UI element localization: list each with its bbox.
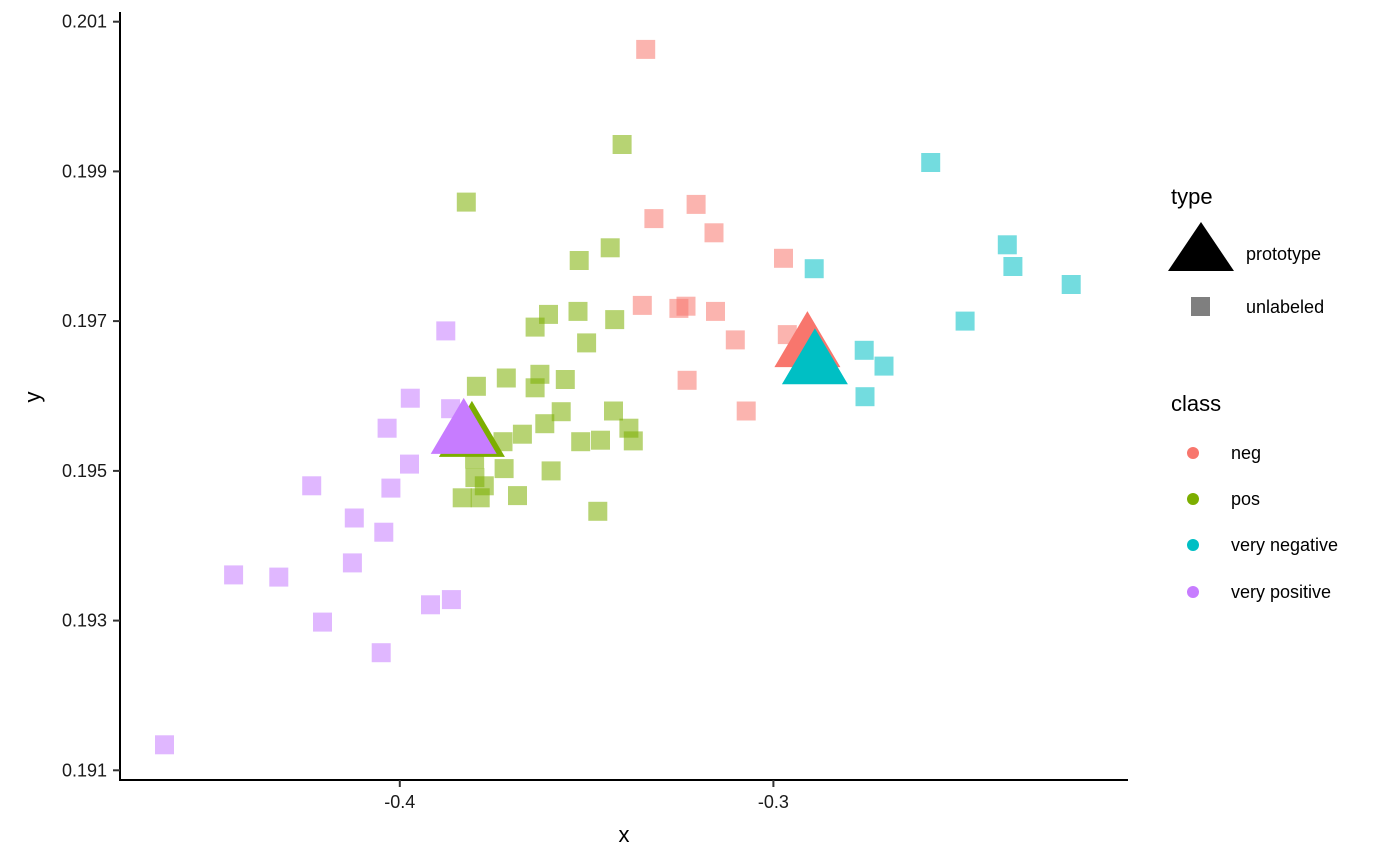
x-axis-title: x	[619, 822, 630, 847]
point-very-positive-unlabeled-0	[436, 321, 456, 341]
point-very-positive-unlabeled-9	[342, 553, 362, 573]
point-pos-unlabeled-13	[525, 378, 545, 398]
point-very-positive-unlabeled-12	[421, 595, 440, 615]
point-very-positive-unlabeled-16	[155, 735, 174, 755]
legend-class: class neg pos very negative very positiv…	[1171, 391, 1338, 602]
y-tick-label-3: 0.197	[62, 311, 107, 331]
point-pos-unlabeled-18	[512, 424, 532, 444]
point-pos-unlabeled-0	[612, 135, 632, 154]
point-pos-unlabeled-1	[456, 192, 476, 212]
legend-pos-label: pos	[1231, 489, 1260, 509]
point-very-positive-unlabeled-3	[377, 418, 397, 438]
point-neg-unlabeled-3	[704, 223, 724, 243]
point-pos-unlabeled-16	[535, 414, 555, 434]
point-pos-unlabeled-6	[605, 310, 625, 330]
point-neg-unlabeled-11	[677, 370, 697, 390]
point-very-negative-unlabeled-5	[955, 311, 975, 331]
point-pos-unlabeled-10	[496, 368, 516, 388]
legend-type-title: type	[1171, 184, 1213, 209]
point-neg-unlabeled-10	[725, 330, 745, 350]
axes-layer: -0.4 -0.3 0.191 0.193 0.195 0.197 0.199 0.201	[62, 12, 1128, 812]
legend-class-title: class	[1171, 391, 1221, 416]
point-pos-unlabeled-3	[569, 251, 589, 270]
legend-neg-dot-icon	[1187, 447, 1199, 459]
point-very-negative-unlabeled-1	[997, 235, 1017, 255]
y-tick-label-0: 0.191	[62, 760, 107, 780]
x-tick-label-1: -0.3	[758, 792, 789, 812]
legend-very-positive-label: very positive	[1231, 582, 1331, 602]
legend-pos-dot-icon	[1187, 493, 1199, 505]
point-very-negative-unlabeled-0	[921, 153, 941, 172]
y-tick-label-1: 0.193	[62, 611, 107, 631]
y-tick-label-2: 0.195	[62, 461, 107, 481]
point-pos-unlabeled-32	[588, 501, 608, 521]
point-pos-unlabeled-2	[600, 238, 620, 258]
legend-unlabeled-square-icon	[1191, 297, 1210, 316]
legend-very-positive-dot-icon	[1187, 586, 1199, 598]
points-layer	[155, 39, 1081, 755]
point-very-positive-unlabeled-7	[344, 508, 364, 528]
legend-prototype-label: prototype	[1246, 244, 1321, 264]
point-very-negative-unlabeled-2	[1003, 257, 1023, 276]
point-very-positive-unlabeled-6	[381, 478, 401, 498]
point-very-positive-unlabeled-10	[224, 565, 244, 585]
point-neg-unlabeled-4	[774, 248, 793, 268]
point-very-positive-prototype-0	[430, 397, 497, 454]
point-very-negative-unlabeled-7	[874, 356, 894, 376]
legend-prototype-triangle-icon	[1168, 222, 1234, 271]
point-pos-unlabeled-25	[494, 459, 514, 479]
legend-very-negative-dot-icon	[1187, 539, 1199, 551]
point-pos-unlabeled-30	[470, 488, 490, 508]
legend-type: type prototype unlabeled	[1168, 184, 1324, 317]
point-very-negative-unlabeled-3	[804, 259, 824, 279]
point-pos-unlabeled-29	[452, 488, 472, 508]
point-very-negative-prototype-0	[781, 328, 848, 385]
legend-neg-label: neg	[1231, 443, 1261, 463]
point-neg-unlabeled-12	[736, 401, 756, 421]
point-very-positive-unlabeled-5	[302, 476, 322, 496]
point-pos-unlabeled-8	[577, 333, 597, 353]
point-very-positive-unlabeled-4	[400, 454, 419, 474]
point-pos-unlabeled-5	[568, 301, 588, 321]
point-very-positive-unlabeled-8	[374, 522, 394, 542]
point-pos-unlabeled-20	[571, 432, 591, 452]
point-neg-unlabeled-0	[636, 39, 656, 59]
point-very-positive-unlabeled-14	[313, 612, 332, 632]
point-pos-unlabeled-15	[604, 401, 623, 421]
point-pos-unlabeled-9	[466, 376, 486, 396]
point-neg-unlabeled-2	[644, 209, 664, 229]
point-pos-unlabeled-12	[555, 370, 575, 389]
y-tick-label-4: 0.199	[62, 161, 107, 181]
point-pos-unlabeled-31	[508, 486, 527, 506]
point-very-negative-unlabeled-6	[854, 340, 874, 360]
point-very-negative-unlabeled-8	[855, 387, 875, 407]
point-very-positive-unlabeled-1	[400, 388, 420, 408]
point-neg-unlabeled-1	[686, 194, 706, 214]
point-pos-unlabeled-7	[525, 317, 545, 337]
point-neg-unlabeled-8	[706, 301, 725, 321]
point-pos-unlabeled-21	[591, 430, 610, 450]
point-very-negative-unlabeled-4	[1061, 275, 1081, 294]
point-neg-unlabeled-5	[632, 295, 652, 315]
point-pos-unlabeled-22	[623, 431, 643, 451]
point-very-positive-unlabeled-11	[269, 567, 289, 587]
legend-unlabeled-label: unlabeled	[1246, 297, 1324, 317]
point-pos-unlabeled-27	[541, 461, 561, 481]
point-pos-unlabeled-14	[551, 402, 571, 422]
y-axis-title: y	[20, 392, 45, 403]
y-tick-label-5: 0.201	[62, 12, 107, 32]
point-very-positive-unlabeled-15	[371, 643, 391, 663]
x-tick-label-0: -0.4	[384, 792, 415, 812]
legend-very-negative-label: very negative	[1231, 535, 1338, 555]
point-very-positive-unlabeled-13	[441, 590, 461, 610]
point-neg-unlabeled-7	[669, 298, 689, 318]
